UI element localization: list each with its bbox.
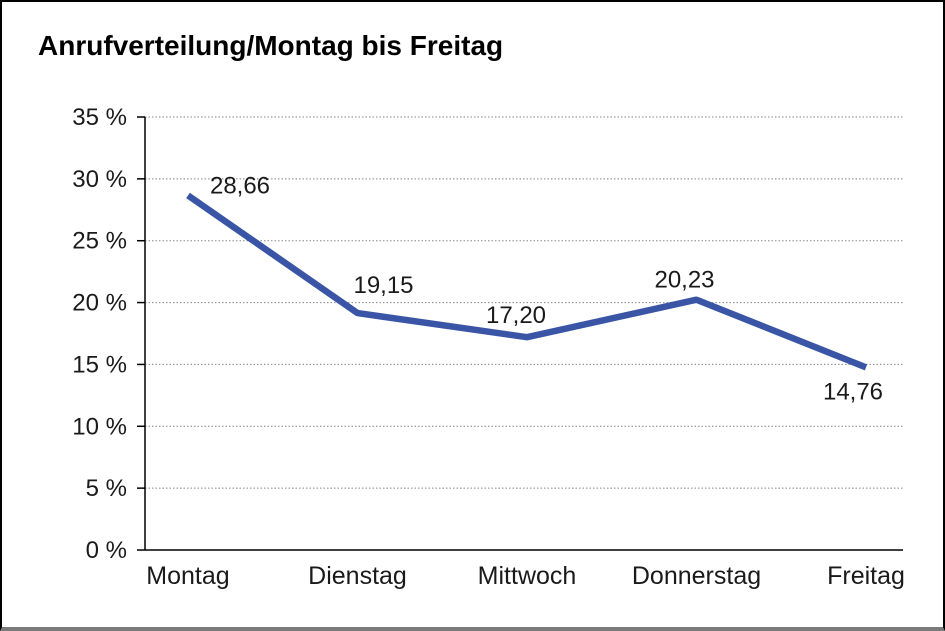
x-axis-label: Freitag [827, 562, 905, 590]
data-point-label: 19,15 [353, 272, 413, 299]
x-axis-label: Donnerstag [632, 562, 761, 590]
y-axis-label: 15 % [72, 351, 127, 378]
y-axis-label: 5 % [86, 475, 127, 502]
data-point-label: 14,76 [823, 378, 883, 405]
series-line [186, 192, 868, 371]
data-point-label: 20,23 [654, 267, 714, 294]
data-point-label: 17,20 [486, 302, 546, 329]
x-axis-label: Montag [146, 562, 229, 590]
data-point-label: 28,66 [210, 172, 270, 199]
x-axis-label: Dienstag [308, 562, 407, 590]
chart-title: Anrufverteilung/Montag bis Freitag [38, 30, 504, 61]
y-axis-label: 20 % [72, 290, 127, 317]
y-axis-label: 35 % [72, 104, 127, 131]
y-axis-label: 30 % [72, 166, 127, 193]
y-axis-label: 10 % [72, 413, 127, 440]
x-axis-label: Mittwoch [478, 562, 577, 590]
y-axis-label: 25 % [72, 228, 127, 255]
y-axis-label: 0 % [86, 537, 127, 564]
